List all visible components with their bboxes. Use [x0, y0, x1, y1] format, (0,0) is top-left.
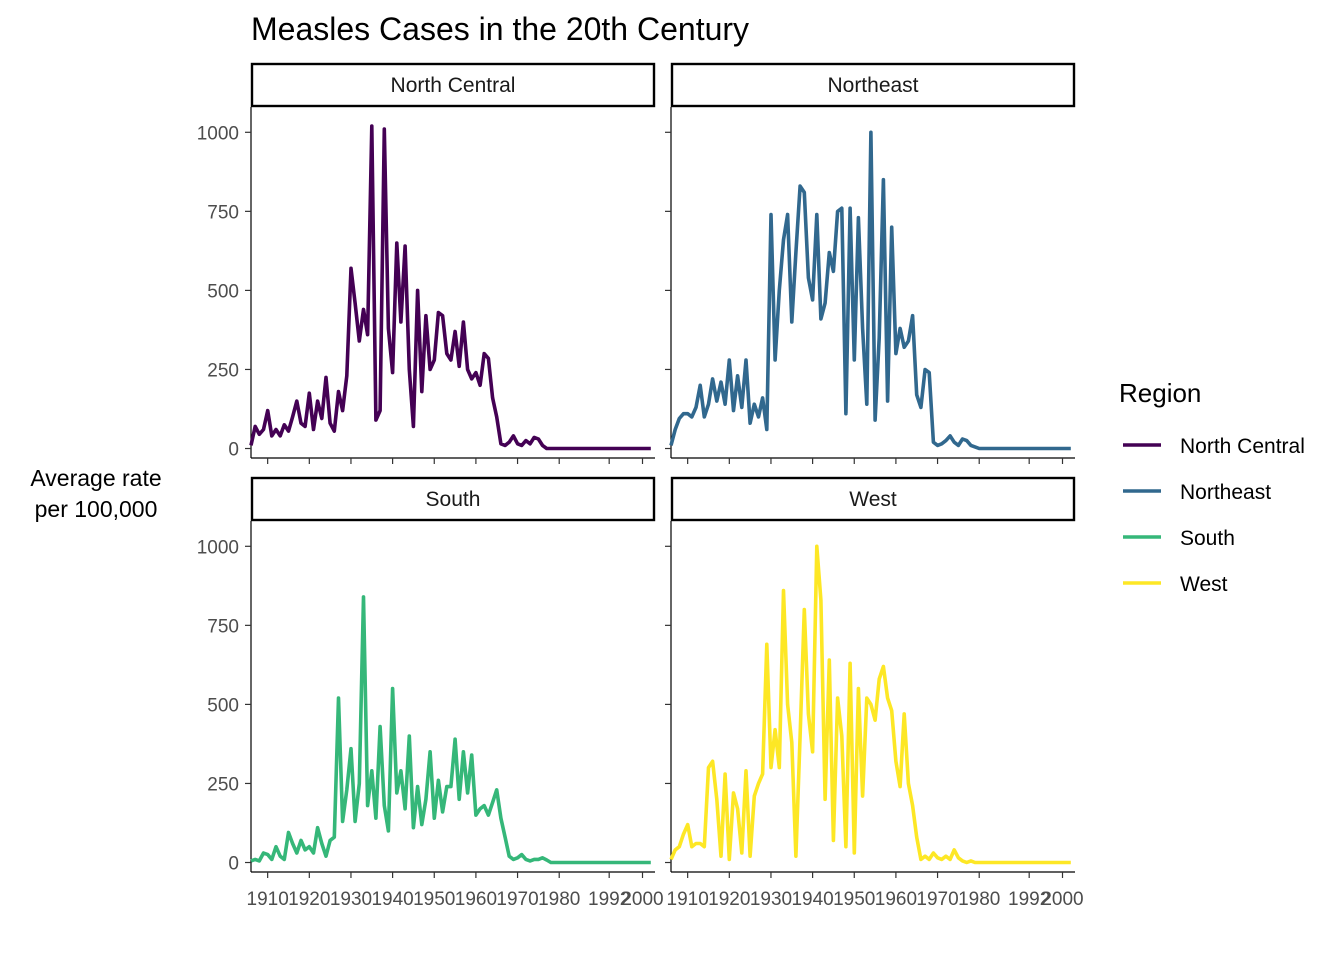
- series-line: [250, 595, 651, 865]
- x-tick-label: 1970: [916, 889, 958, 910]
- facet-panel: Northeast: [665, 62, 1076, 464]
- y-tick-label: 250: [207, 360, 239, 381]
- legend-item: Northeast: [1123, 481, 1271, 504]
- x-tick-label: 1920: [288, 889, 330, 910]
- y-axis-title-line-2: per 100,000: [35, 496, 158, 522]
- y-tick-label: 0: [228, 854, 239, 875]
- y-tick-label: 500: [207, 695, 239, 716]
- x-tick-label: 1930: [330, 889, 372, 910]
- facet-panel: West 1910 1920 1930 1940 1950 1960 1970 1980 1992…: [665, 476, 1084, 910]
- facet-strip-label: South: [426, 488, 481, 511]
- legend-label: West: [1180, 573, 1228, 596]
- facet-strip: [250, 62, 656, 108]
- legend-item: North Central: [1123, 435, 1305, 458]
- x-tick-label: 1980: [958, 889, 1000, 910]
- x-tick-label: 1960: [875, 889, 917, 910]
- legend-item: West: [1123, 573, 1228, 596]
- chart-title: Measles Cases in the 20th Century: [251, 11, 749, 47]
- y-axis-title-line-1: Average rate: [30, 465, 161, 491]
- x-tick-label: 1980: [538, 889, 580, 910]
- facet-strip: [670, 476, 1076, 522]
- x-tick-label: 2000: [1041, 889, 1083, 910]
- y-tick-label: 250: [207, 774, 239, 795]
- legend: Region North Central Northeast South West: [1119, 378, 1305, 596]
- facet-panels: North Central 0 250 500 750 1000 Northeast Sout…: [197, 62, 1084, 910]
- x-tick-label: 1950: [833, 889, 875, 910]
- legend-label: South: [1180, 527, 1235, 550]
- y-tick-label: 500: [207, 281, 239, 302]
- facet-strip-label: West: [849, 488, 897, 511]
- facet-strip: [670, 62, 1076, 108]
- x-tick-label: 1930: [750, 889, 792, 910]
- x-tick-label: 1940: [791, 889, 833, 910]
- facet-strip-label: North Central: [391, 74, 516, 97]
- x-tick-label: 1992: [1008, 889, 1050, 910]
- legend-title: Region: [1119, 378, 1201, 408]
- series-line: [669, 130, 1071, 451]
- legend-label: Northeast: [1180, 481, 1271, 504]
- x-tick-label: 1910: [667, 889, 709, 910]
- x-tick-label: 1920: [708, 889, 750, 910]
- y-tick-label: 1000: [197, 537, 239, 558]
- y-axis-title: Average rate per 100,000: [30, 465, 161, 522]
- x-tick-label: 1910: [247, 889, 289, 910]
- legend-label: North Central: [1180, 435, 1305, 458]
- x-tick-label: 1950: [413, 889, 455, 910]
- x-tick-label: 2000: [621, 889, 663, 910]
- facet-strip: [250, 476, 656, 522]
- y-tick-label: 750: [207, 616, 239, 637]
- y-tick-label: 1000: [197, 123, 239, 144]
- series-line: [249, 124, 651, 451]
- facet-panel: North Central 0 250 500 750 1000: [197, 62, 656, 464]
- facet-strip-label: Northeast: [827, 74, 918, 97]
- x-tick-label: 1992: [588, 889, 630, 910]
- y-tick-label: 750: [207, 202, 239, 223]
- y-tick-label: 0: [228, 440, 239, 461]
- series-line: [669, 544, 1071, 865]
- x-tick-label: 1940: [371, 889, 413, 910]
- x-tick-label: 1970: [496, 889, 538, 910]
- x-tick-label: 1960: [455, 889, 497, 910]
- legend-item: South: [1123, 527, 1235, 550]
